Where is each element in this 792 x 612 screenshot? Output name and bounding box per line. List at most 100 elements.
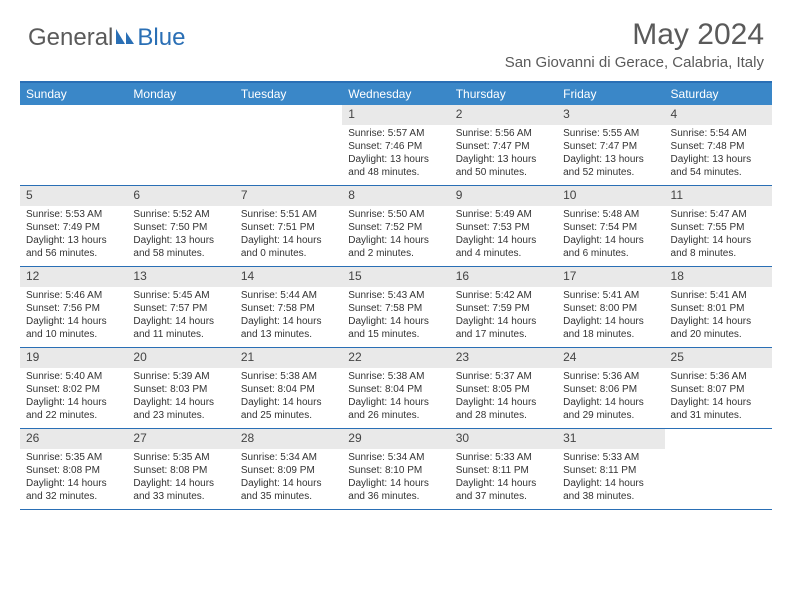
- logo-sail-icon: [114, 26, 136, 51]
- daylight-text: Daylight: 13 hours and 50 minutes.: [456, 153, 553, 179]
- sunrise-text: Sunrise: 5:55 AM: [563, 127, 660, 140]
- day-number: 6: [127, 186, 234, 206]
- month-title: May 2024: [505, 18, 764, 52]
- daylight-text: Daylight: 14 hours and 10 minutes.: [26, 315, 123, 341]
- sunrise-text: Sunrise: 5:38 AM: [348, 370, 445, 383]
- day-number: 14: [235, 267, 342, 287]
- day-body: Sunrise: 5:35 AMSunset: 8:08 PMDaylight:…: [20, 451, 127, 505]
- sunset-text: Sunset: 7:48 PM: [671, 140, 768, 153]
- day-number: 8: [342, 186, 449, 206]
- sunset-text: Sunset: 7:50 PM: [133, 221, 230, 234]
- sunrise-text: Sunrise: 5:34 AM: [348, 451, 445, 464]
- day-cell: 13Sunrise: 5:45 AMSunset: 7:57 PMDayligh…: [127, 267, 234, 347]
- day-number: 13: [127, 267, 234, 287]
- day-cell: 25Sunrise: 5:36 AMSunset: 8:07 PMDayligh…: [665, 348, 772, 428]
- day-number: 25: [665, 348, 772, 368]
- day-body: Sunrise: 5:41 AMSunset: 8:01 PMDaylight:…: [665, 289, 772, 343]
- daylight-text: Daylight: 14 hours and 32 minutes.: [26, 477, 123, 503]
- sunset-text: Sunset: 7:47 PM: [456, 140, 553, 153]
- sunset-text: Sunset: 7:52 PM: [348, 221, 445, 234]
- day-cell: 15Sunrise: 5:43 AMSunset: 7:58 PMDayligh…: [342, 267, 449, 347]
- day-number: 4: [665, 105, 772, 125]
- day-cell: 30Sunrise: 5:33 AMSunset: 8:11 PMDayligh…: [450, 429, 557, 509]
- day-cell: 16Sunrise: 5:42 AMSunset: 7:59 PMDayligh…: [450, 267, 557, 347]
- sunrise-text: Sunrise: 5:37 AM: [456, 370, 553, 383]
- week-row: 26Sunrise: 5:35 AMSunset: 8:08 PMDayligh…: [20, 429, 772, 510]
- sunrise-text: Sunrise: 5:49 AM: [456, 208, 553, 221]
- sunrise-text: Sunrise: 5:41 AM: [563, 289, 660, 302]
- day-body: Sunrise: 5:49 AMSunset: 7:53 PMDaylight:…: [450, 208, 557, 262]
- day-cell: [235, 105, 342, 185]
- sunrise-text: Sunrise: 5:47 AM: [671, 208, 768, 221]
- daylight-text: Daylight: 14 hours and 26 minutes.: [348, 396, 445, 422]
- sunset-text: Sunset: 7:58 PM: [348, 302, 445, 315]
- location-text: San Giovanni di Gerace, Calabria, Italy: [505, 54, 764, 71]
- day-cell: 12Sunrise: 5:46 AMSunset: 7:56 PMDayligh…: [20, 267, 127, 347]
- sunrise-text: Sunrise: 5:46 AM: [26, 289, 123, 302]
- sunrise-text: Sunrise: 5:36 AM: [671, 370, 768, 383]
- daylight-text: Daylight: 14 hours and 37 minutes.: [456, 477, 553, 503]
- day-header: Tuesday: [235, 83, 342, 105]
- sunrise-text: Sunrise: 5:40 AM: [26, 370, 123, 383]
- day-number: 1: [342, 105, 449, 125]
- daylight-text: Daylight: 14 hours and 38 minutes.: [563, 477, 660, 503]
- day-body: Sunrise: 5:52 AMSunset: 7:50 PMDaylight:…: [127, 208, 234, 262]
- day-cell: 10Sunrise: 5:48 AMSunset: 7:54 PMDayligh…: [557, 186, 664, 266]
- sunset-text: Sunset: 7:57 PM: [133, 302, 230, 315]
- day-number: 17: [557, 267, 664, 287]
- daylight-text: Daylight: 14 hours and 28 minutes.: [456, 396, 553, 422]
- sunset-text: Sunset: 7:58 PM: [241, 302, 338, 315]
- day-body: Sunrise: 5:43 AMSunset: 7:58 PMDaylight:…: [342, 289, 449, 343]
- day-header: Wednesday: [342, 83, 449, 105]
- day-cell: 3Sunrise: 5:55 AMSunset: 7:47 PMDaylight…: [557, 105, 664, 185]
- sunset-text: Sunset: 8:07 PM: [671, 383, 768, 396]
- week-row: 5Sunrise: 5:53 AMSunset: 7:49 PMDaylight…: [20, 186, 772, 267]
- sunset-text: Sunset: 7:59 PM: [456, 302, 553, 315]
- day-body: Sunrise: 5:35 AMSunset: 8:08 PMDaylight:…: [127, 451, 234, 505]
- day-header: Saturday: [665, 83, 772, 105]
- day-number: 24: [557, 348, 664, 368]
- day-body: Sunrise: 5:47 AMSunset: 7:55 PMDaylight:…: [665, 208, 772, 262]
- sunset-text: Sunset: 7:47 PM: [563, 140, 660, 153]
- daylight-text: Daylight: 14 hours and 15 minutes.: [348, 315, 445, 341]
- day-cell: 24Sunrise: 5:36 AMSunset: 8:06 PMDayligh…: [557, 348, 664, 428]
- day-body: Sunrise: 5:39 AMSunset: 8:03 PMDaylight:…: [127, 370, 234, 424]
- sunset-text: Sunset: 7:54 PM: [563, 221, 660, 234]
- day-cell: 17Sunrise: 5:41 AMSunset: 8:00 PMDayligh…: [557, 267, 664, 347]
- sunrise-text: Sunrise: 5:36 AM: [563, 370, 660, 383]
- day-body: Sunrise: 5:54 AMSunset: 7:48 PMDaylight:…: [665, 127, 772, 181]
- sunset-text: Sunset: 8:11 PM: [563, 464, 660, 477]
- day-cell: 31Sunrise: 5:33 AMSunset: 8:11 PMDayligh…: [557, 429, 664, 509]
- day-header-row: SundayMondayTuesdayWednesdayThursdayFrid…: [20, 83, 772, 105]
- day-cell: 20Sunrise: 5:39 AMSunset: 8:03 PMDayligh…: [127, 348, 234, 428]
- day-body: Sunrise: 5:55 AMSunset: 7:47 PMDaylight:…: [557, 127, 664, 181]
- day-cell: 8Sunrise: 5:50 AMSunset: 7:52 PMDaylight…: [342, 186, 449, 266]
- day-number: 12: [20, 267, 127, 287]
- day-cell: 28Sunrise: 5:34 AMSunset: 8:09 PMDayligh…: [235, 429, 342, 509]
- day-number: 31: [557, 429, 664, 449]
- daylight-text: Daylight: 14 hours and 33 minutes.: [133, 477, 230, 503]
- day-body: Sunrise: 5:34 AMSunset: 8:10 PMDaylight:…: [342, 451, 449, 505]
- sunset-text: Sunset: 8:10 PM: [348, 464, 445, 477]
- day-body: Sunrise: 5:38 AMSunset: 8:04 PMDaylight:…: [235, 370, 342, 424]
- sunset-text: Sunset: 8:01 PM: [671, 302, 768, 315]
- daylight-text: Daylight: 13 hours and 54 minutes.: [671, 153, 768, 179]
- day-number: 21: [235, 348, 342, 368]
- sunset-text: Sunset: 7:46 PM: [348, 140, 445, 153]
- day-body: Sunrise: 5:33 AMSunset: 8:11 PMDaylight:…: [557, 451, 664, 505]
- daylight-text: Daylight: 14 hours and 25 minutes.: [241, 396, 338, 422]
- day-body: Sunrise: 5:36 AMSunset: 8:07 PMDaylight:…: [665, 370, 772, 424]
- day-number: 27: [127, 429, 234, 449]
- sunset-text: Sunset: 7:53 PM: [456, 221, 553, 234]
- sunrise-text: Sunrise: 5:56 AM: [456, 127, 553, 140]
- sunrise-text: Sunrise: 5:41 AM: [671, 289, 768, 302]
- day-body: Sunrise: 5:50 AMSunset: 7:52 PMDaylight:…: [342, 208, 449, 262]
- week-row: 1Sunrise: 5:57 AMSunset: 7:46 PMDaylight…: [20, 105, 772, 186]
- daylight-text: Daylight: 14 hours and 20 minutes.: [671, 315, 768, 341]
- sunrise-text: Sunrise: 5:52 AM: [133, 208, 230, 221]
- daylight-text: Daylight: 13 hours and 58 minutes.: [133, 234, 230, 260]
- day-number: 15: [342, 267, 449, 287]
- day-header: Monday: [127, 83, 234, 105]
- sunset-text: Sunset: 7:49 PM: [26, 221, 123, 234]
- day-body: Sunrise: 5:34 AMSunset: 8:09 PMDaylight:…: [235, 451, 342, 505]
